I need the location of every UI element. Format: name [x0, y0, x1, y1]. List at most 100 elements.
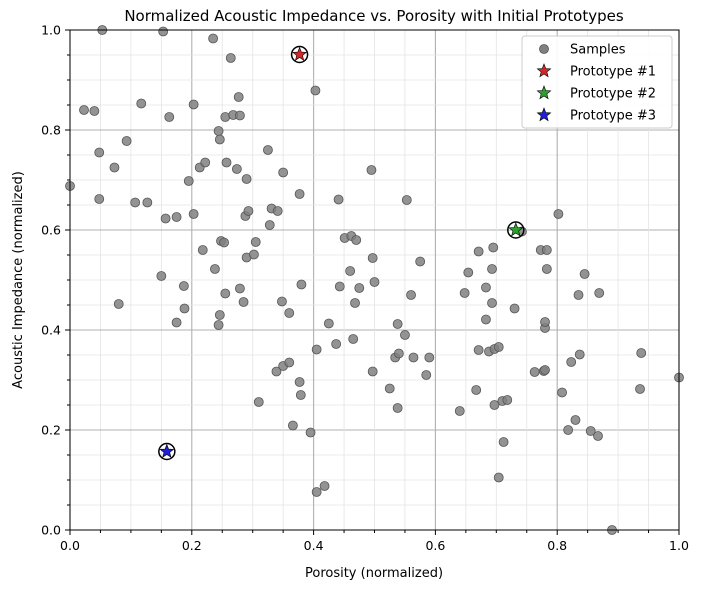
sample-point	[540, 365, 550, 375]
sample-point	[164, 112, 175, 122]
sample-point	[210, 264, 220, 274]
prototype-ring	[507, 221, 525, 239]
sample-point	[529, 367, 540, 377]
sample-point	[541, 245, 552, 255]
sample-point	[463, 267, 474, 278]
sample-point	[94, 147, 105, 158]
sample-point	[493, 342, 504, 352]
sample-point	[243, 206, 254, 216]
sample-point	[351, 235, 362, 245]
sample-point	[319, 481, 330, 491]
sample-point	[221, 157, 232, 168]
sample-point	[241, 174, 252, 184]
sample-point	[367, 366, 378, 377]
sample-point	[238, 297, 249, 307]
sample-point	[142, 197, 153, 208]
sample-point	[493, 472, 504, 483]
sample-point	[369, 277, 380, 287]
sample-point	[249, 249, 259, 260]
x-tick-label: 0.2	[182, 538, 202, 553]
sample-point	[406, 290, 416, 300]
y-axis-label: Acoustic Impedance (normalized)	[11, 171, 26, 389]
sample-point	[585, 426, 596, 436]
sample-point	[225, 53, 236, 63]
sample-point	[553, 209, 564, 219]
sample-point	[213, 320, 224, 330]
sample-point	[579, 269, 590, 279]
legend-marker-prototype	[536, 85, 552, 100]
sample-point	[158, 26, 169, 37]
sample-point	[188, 209, 199, 219]
y-tick-label: 0.4	[41, 323, 61, 338]
sample-point	[235, 110, 245, 121]
sample-point	[487, 264, 497, 274]
sample-point	[94, 194, 105, 204]
sample-point	[401, 195, 412, 205]
sample-point	[214, 134, 225, 145]
y-tick-label: 1.0	[41, 23, 61, 38]
sample-point	[183, 176, 194, 186]
sample-point	[541, 264, 552, 274]
sample-point	[79, 105, 89, 115]
y-tick-label: 0.2	[41, 423, 61, 438]
sample-point	[171, 212, 182, 222]
sample-point	[188, 99, 199, 110]
sample-point	[471, 385, 482, 395]
sample-point	[253, 397, 264, 407]
sample-point	[415, 256, 426, 267]
sample-point	[354, 283, 365, 293]
legend-label: Prototype #3	[570, 109, 656, 124]
sample-point	[160, 213, 171, 224]
sample-point	[277, 296, 287, 307]
sample-point	[454, 406, 465, 416]
sample-point	[489, 400, 500, 410]
sample-point	[284, 357, 295, 368]
sample-point	[481, 282, 491, 293]
sample-point	[235, 283, 245, 294]
sample-point	[334, 281, 345, 292]
prototype-star	[159, 443, 175, 458]
sample-point	[109, 162, 120, 173]
sample-point	[310, 85, 321, 96]
sample-point	[263, 145, 273, 155]
sample-point	[231, 164, 242, 174]
sample-point	[384, 383, 395, 394]
sample-point	[498, 437, 509, 447]
sample-point	[594, 288, 605, 298]
prototype-ring	[290, 45, 309, 64]
sample-point	[250, 237, 261, 247]
sample-point	[305, 427, 316, 438]
y-tick-label: 0.0	[41, 523, 61, 538]
sample-point	[557, 387, 567, 398]
legend-label: Prototype #2	[570, 87, 656, 102]
legend-marker-samples	[539, 44, 549, 54]
sample-point	[220, 112, 231, 122]
sample-point	[392, 319, 403, 329]
sample-point	[296, 279, 307, 290]
prototype-star	[508, 222, 524, 237]
sample-point	[113, 299, 124, 309]
sample-point	[323, 318, 334, 329]
x-tick-label: 0.6	[425, 538, 445, 553]
y-tick-label: 0.8	[41, 123, 61, 138]
x-tick-label: 1.0	[669, 538, 689, 553]
legend-label: Prototype #1	[570, 65, 656, 80]
sample-point	[636, 348, 647, 358]
sample-point	[392, 403, 403, 413]
x-tick-label: 0.0	[60, 538, 80, 553]
x-tick-label: 0.4	[304, 538, 324, 553]
sample-point	[264, 220, 275, 230]
sample-point	[350, 298, 360, 308]
sample-point	[331, 339, 342, 349]
sample-point	[635, 384, 645, 394]
sample-point	[130, 197, 141, 208]
prototype-ring	[158, 442, 176, 461]
sample-point	[488, 242, 499, 253]
sample-point	[271, 366, 282, 377]
x-axis-label: Porosity (normalized)	[305, 566, 443, 581]
sample-point	[481, 314, 491, 325]
sample-point	[284, 308, 295, 318]
y-tick-label: 0.6	[41, 223, 61, 238]
sample-point	[197, 245, 208, 255]
